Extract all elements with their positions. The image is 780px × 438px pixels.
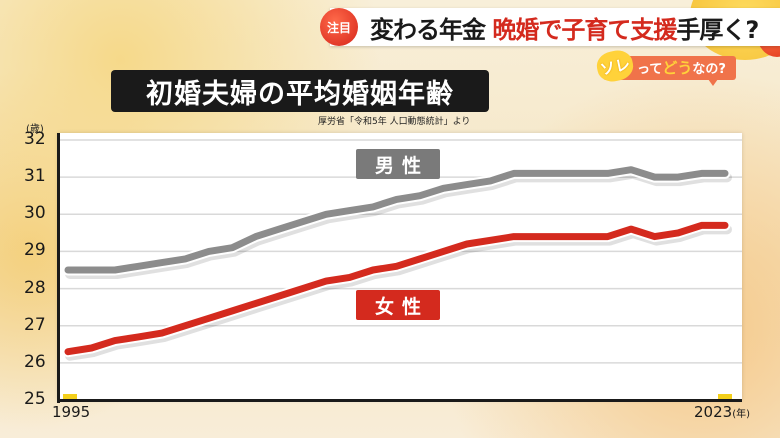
y-tick-label: 29 bbox=[24, 240, 46, 261]
x-end-marker bbox=[718, 394, 732, 399]
headline-part-1: 変わる年金 bbox=[370, 16, 486, 44]
series-lines bbox=[62, 164, 732, 361]
female-series-line bbox=[64, 221, 729, 356]
sub-caption-tte: って bbox=[637, 62, 663, 77]
sub-caption-nano: なの? bbox=[692, 62, 726, 77]
y-tick-label: 30 bbox=[24, 203, 46, 224]
attention-badge: 注目 bbox=[320, 8, 358, 46]
x-start-marker bbox=[63, 394, 77, 399]
headline-bar bbox=[330, 8, 780, 46]
sub-caption-dou: どう bbox=[662, 59, 693, 77]
y-tick-label: 28 bbox=[24, 277, 46, 298]
x-axis-end-label: 2023(年) bbox=[694, 403, 750, 421]
chart-source: 厚労省「令和5年 人口動態統計」より bbox=[318, 117, 471, 127]
male-series-line bbox=[64, 166, 729, 274]
y-tick-label: 32 bbox=[24, 129, 46, 149]
headline-part-3: 手厚く? bbox=[676, 16, 759, 44]
y-tick-label: 27 bbox=[24, 314, 46, 335]
x-axis-start-label: 1995 bbox=[52, 403, 91, 421]
y-axis-unit: (歳) bbox=[26, 124, 44, 135]
y-tick-label: 31 bbox=[24, 166, 46, 187]
legend-female: 女性 bbox=[356, 290, 440, 320]
headline-title: 変わる年金 晩婚で子育て支援手厚く? bbox=[370, 10, 759, 45]
x-axis-line bbox=[57, 399, 742, 402]
legend-male: 男性 bbox=[356, 149, 440, 179]
headline-part-2: 晩婚で子育て支援 bbox=[492, 16, 677, 44]
chart-title: 初婚夫婦の平均婚姻年齢 bbox=[111, 70, 489, 112]
y-tick-label: 26 bbox=[24, 351, 46, 372]
y-tick-label: 25 bbox=[24, 389, 46, 409]
y-axis-line bbox=[57, 133, 60, 403]
